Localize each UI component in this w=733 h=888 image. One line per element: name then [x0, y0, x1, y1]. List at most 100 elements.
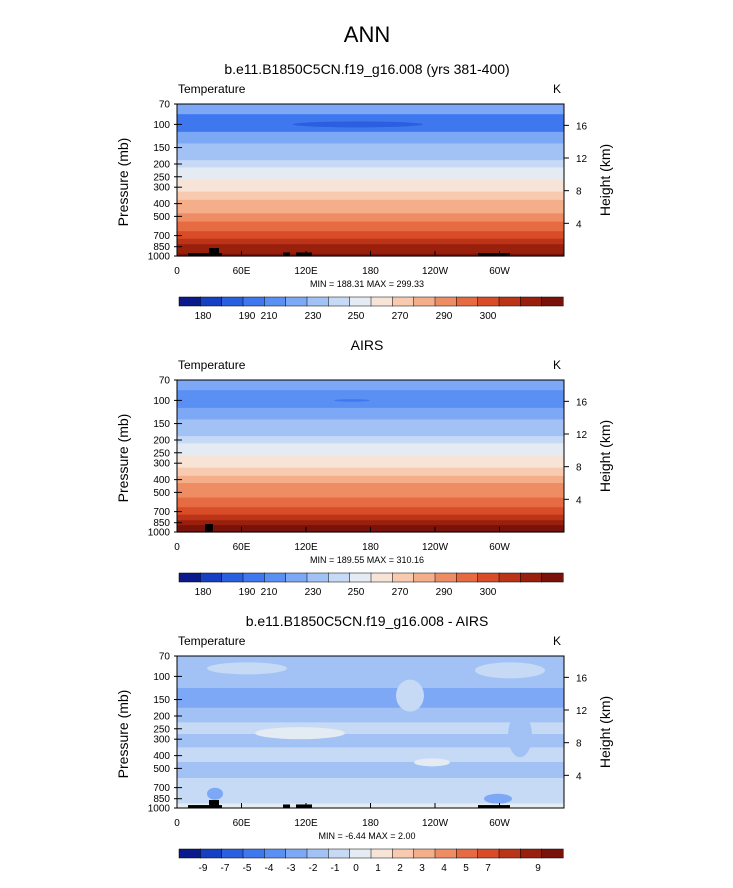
contour-band [177, 455, 564, 462]
y-tick-label: 500 [153, 488, 170, 499]
colorbar-swatch [349, 848, 372, 859]
y-tick-label: 400 [153, 199, 170, 210]
variable-label: Temperature [178, 358, 246, 372]
colorbar-label: 230 [305, 587, 322, 598]
y2-tick-label: 16 [576, 121, 588, 132]
colorbar-label: 0 [353, 863, 359, 874]
contour-band [177, 507, 564, 516]
colorbar-swatch [242, 296, 265, 307]
contour-feature [190, 694, 314, 705]
y-tick-label: 200 [153, 436, 170, 447]
colorbar-swatch [434, 296, 457, 307]
colorbar-label: 190 [239, 587, 256, 598]
contour-feature [200, 696, 210, 703]
x-tick-label: 0 [174, 818, 180, 829]
colorbar-swatch [264, 296, 287, 307]
contour-band [177, 380, 564, 391]
colorbar-swatch [178, 572, 201, 583]
contour-band [177, 151, 564, 161]
contour-band [177, 482, 564, 490]
colorbar-label: 290 [436, 311, 453, 322]
colorbar-label: -3 [287, 863, 296, 874]
contour-band [177, 427, 564, 437]
colorbar-label: 1 [375, 863, 381, 874]
colorbar-label: -1 [331, 863, 340, 874]
topography-block [209, 800, 219, 809]
x-tick-label: 180 [362, 542, 379, 553]
colorbar-swatch [392, 572, 415, 583]
x-tick-label: 120E [294, 818, 318, 829]
y-tick-label: 300 [153, 183, 170, 194]
colorbar-label: -9 [199, 863, 208, 874]
x-tick-label: 60E [233, 542, 251, 553]
colorbar-label: -2 [309, 863, 318, 874]
contour-band [177, 747, 564, 763]
y-tick-label: 200 [153, 160, 170, 171]
y-tick-label: 1000 [148, 804, 171, 815]
colorbar-swatch [306, 296, 329, 307]
chart-panel-1: b.e11.B1850C5CN.f19_g16.008 (yrs 381-400… [115, 61, 613, 322]
colorbar-label: 250 [348, 587, 365, 598]
variable-label: Temperature [178, 634, 246, 648]
contour-band [177, 777, 564, 794]
y-tick-label: 150 [153, 143, 170, 154]
x-tick-label: 120W [422, 542, 449, 553]
contour-band [177, 514, 564, 521]
colorbar-swatch [221, 296, 244, 307]
contour-band [177, 436, 564, 444]
y2-tick-label: 12 [576, 706, 588, 717]
colorbar-label: 180 [195, 311, 212, 322]
stats-label: MIN = -6.44 MAX = 2.00 [318, 831, 415, 841]
y-tick-label: 250 [153, 448, 170, 459]
y-tick-label: 500 [153, 764, 170, 775]
colorbar-swatch [221, 848, 244, 859]
contour-band [177, 419, 564, 429]
colorbar-label: 4 [441, 863, 447, 874]
y-tick-label: 850 [153, 518, 170, 529]
y-tick-label: 250 [153, 172, 170, 183]
colorbar-swatch [520, 848, 543, 859]
y-tick-label: 70 [159, 376, 171, 387]
x-tick-label: 60E [233, 818, 251, 829]
colorbar-label: 5 [463, 863, 469, 874]
contour-band [177, 104, 564, 115]
colorbar-swatch [541, 296, 564, 307]
colorbar-swatch [328, 296, 351, 307]
contour-band [177, 191, 564, 201]
colorbar-swatch [520, 572, 543, 583]
contour-band [177, 184, 564, 193]
colorbar-label: 230 [305, 311, 322, 322]
colorbar-label: 7 [485, 863, 491, 874]
colorbar-swatch [370, 848, 393, 859]
colorbar-swatch [264, 572, 287, 583]
contour-feature [508, 713, 532, 758]
contour-band [177, 489, 564, 499]
colorbar-swatch [349, 572, 372, 583]
contour-feature [207, 787, 223, 800]
chart-title: AIRS [351, 337, 384, 353]
contour-band [177, 167, 564, 175]
y-axis-label: Pressure (mb) [115, 138, 131, 227]
colorbar-swatch [328, 572, 351, 583]
y-tick-label: 70 [159, 100, 171, 111]
contour-band [177, 179, 564, 186]
y-tick-label: 250 [153, 724, 170, 735]
y-tick-label: 400 [153, 475, 170, 486]
colorbar-label: 3 [419, 863, 425, 874]
x-tick-label: 120W [422, 266, 449, 277]
contour-band [177, 443, 564, 451]
y2-tick-label: 8 [576, 187, 582, 198]
y-tick-label: 300 [153, 735, 170, 746]
colorbar-label: 210 [261, 587, 278, 598]
contour-band [177, 722, 564, 735]
colorbar-swatch [392, 848, 415, 859]
y2-tick-label: 4 [576, 219, 582, 230]
contour-band [177, 213, 564, 223]
colorbar-swatch [541, 848, 564, 859]
units-label: K [553, 634, 561, 648]
colorbar-swatch [541, 572, 564, 583]
colorbar-swatch [498, 296, 521, 307]
x-tick-label: 120E [294, 266, 318, 277]
